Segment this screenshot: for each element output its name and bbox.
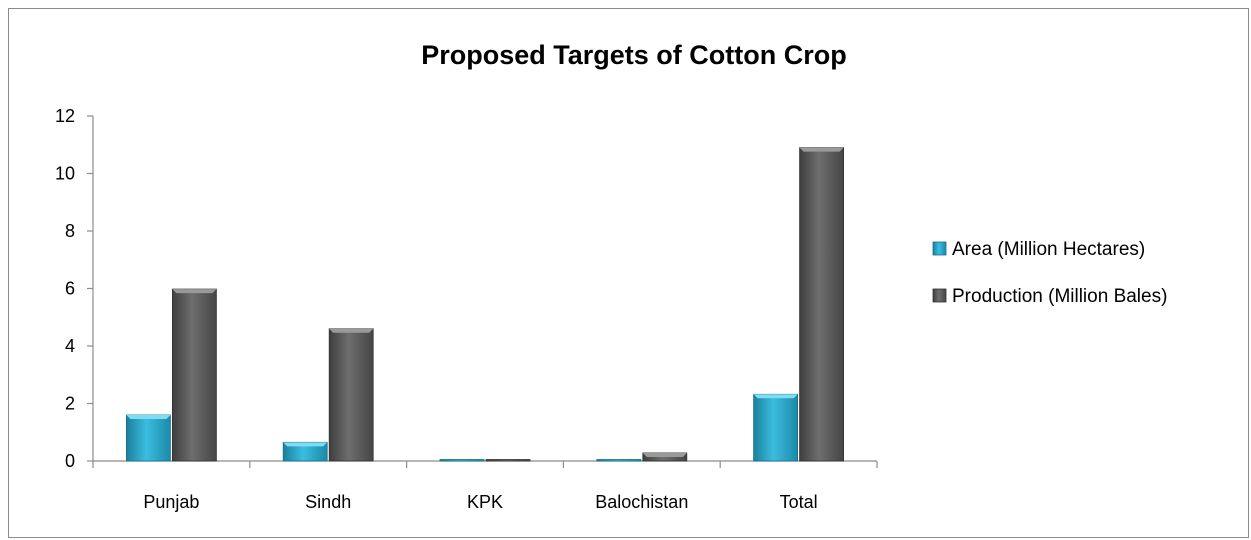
bar-production: [799, 147, 844, 462]
y-tick-label: 0: [65, 451, 75, 471]
bar-body: [171, 288, 217, 462]
bar-top-bevel: [283, 442, 328, 447]
bar-top-bevel: [329, 328, 374, 333]
bar-top-bevel: [753, 394, 798, 399]
y-tick-label: 2: [65, 394, 75, 414]
y-tick-label: 4: [65, 336, 75, 356]
y-tick-label: 10: [55, 164, 75, 184]
y-tick-label: 12: [55, 106, 75, 126]
x-tick-label: Total: [780, 492, 818, 512]
x-tick-label: Punjab: [143, 492, 199, 512]
bars-group: [126, 147, 844, 462]
chart-title: Proposed Targets of Cotton Crop: [421, 40, 847, 70]
legend-label: Area (Million Hectares): [952, 239, 1145, 260]
bar-production: [485, 459, 531, 462]
bar-top-bevel: [172, 289, 217, 294]
legend: Area (Million Hectares) Production (Milli…: [932, 239, 1167, 307]
bar-production: [328, 328, 374, 462]
legend-swatch: [932, 288, 947, 303]
x-tick-label: Balochistan: [595, 492, 688, 512]
bar-top-bevel: [799, 147, 844, 152]
legend-swatch: [932, 241, 947, 256]
bar-body: [596, 459, 642, 462]
legend-label: Production (Million Bales): [952, 286, 1167, 307]
bar-body: [439, 459, 485, 462]
bar-production: [642, 452, 688, 462]
x-axis: Punjab Sindh KPK Balochistan Total: [92, 460, 878, 512]
x-tick-label: KPK: [467, 492, 503, 512]
bar-production: [171, 288, 217, 462]
bar-top-bevel: [642, 452, 687, 457]
bar-body: [126, 414, 171, 462]
bar-area: [439, 459, 485, 462]
bar-area: [753, 393, 798, 462]
bar-top-bevel: [126, 415, 171, 419]
bar-area: [282, 441, 328, 462]
bar-body: [328, 328, 374, 462]
bar-area: [596, 459, 642, 462]
x-tick-label: Sindh: [305, 492, 351, 512]
bar-body: [799, 147, 844, 462]
bar-area: [126, 414, 171, 462]
bar-body: [485, 459, 531, 462]
legend-item: Production (Million Bales): [932, 286, 1167, 307]
y-axis: 0 2 4 6 8 10 12: [55, 106, 94, 471]
bar-body: [753, 393, 798, 462]
legend-item: Area (Million Hectares): [932, 239, 1145, 260]
y-tick-label: 6: [65, 279, 75, 299]
chart-frame: Proposed Targets of Cotton Crop 0 2 4 6 8 10 1…: [8, 8, 1249, 538]
y-tick-label: 8: [65, 221, 75, 241]
bar-chart: Proposed Targets of Cotton Crop 0 2 4 6 8 10 1…: [55, 40, 1167, 512]
